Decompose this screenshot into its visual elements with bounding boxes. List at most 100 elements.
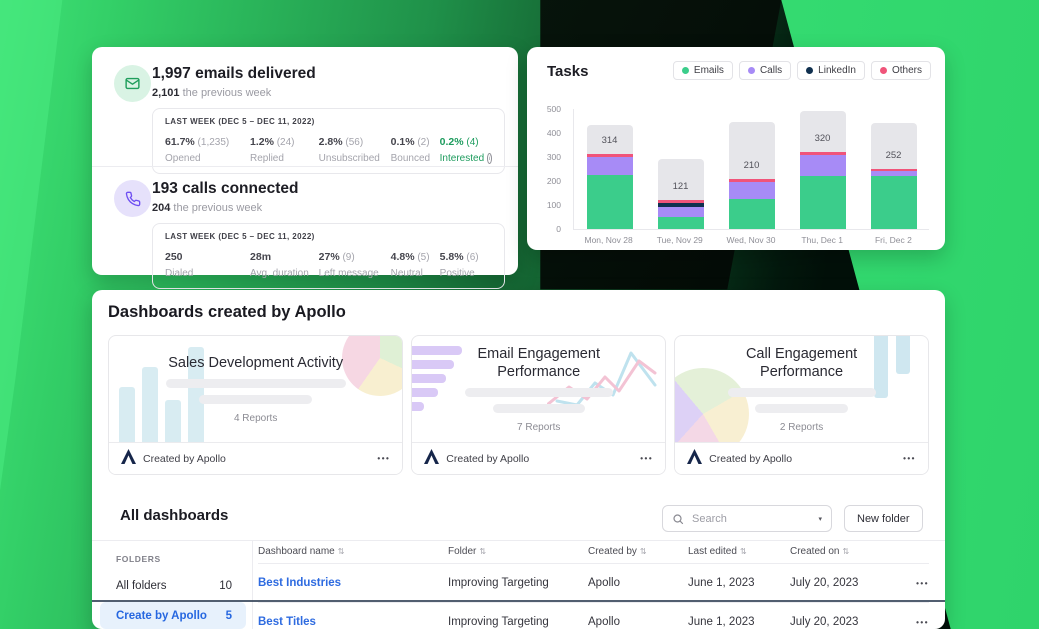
row-divider-strong: [92, 600, 945, 602]
apollo-logo-icon: [687, 448, 703, 469]
search-box[interactable]: ▾: [662, 505, 832, 532]
dashboard-card-title: Call Engagement Performance: [745, 345, 858, 380]
sidebar-divider: [252, 540, 253, 629]
bar-segment-calls[interactable]: [870, 170, 917, 176]
metric-label: Neutral: [390, 268, 423, 279]
reports-count: 7 Reports: [517, 422, 561, 434]
metric-unsubscribed: 2.8% (56) Unsubscribed: [319, 132, 391, 164]
y-tick-label: 500: [546, 104, 561, 114]
legend-dot: [747, 67, 755, 74]
column-header-dashboard-name[interactable]: Dashboard name ⇅: [258, 546, 448, 557]
bar-segment-linkedin[interactable]: [657, 202, 704, 208]
bar-total-label: 252: [885, 149, 902, 161]
metric-label: Positive: [439, 268, 475, 279]
bar-segment-others[interactable]: [586, 153, 633, 157]
column-header-created-on[interactable]: Created on ⇅: [790, 546, 902, 557]
calls-panel-header: LAST WEEK (DEC 5 – DEC 11, 2022): [165, 232, 315, 241]
column-header-last-edited[interactable]: Last edited ⇅: [688, 546, 790, 557]
bar-segment-calls[interactable]: [728, 182, 775, 200]
new-folder-button[interactable]: New folder: [844, 505, 923, 532]
metric-avg-duration: 28m Avg. duration: [250, 247, 319, 279]
search-input[interactable]: [690, 511, 813, 526]
calls-last-week-panel: LAST WEEK (DEC 5 – DEC 11, 2022) 250 Dial…: [152, 223, 505, 289]
more-options-button[interactable]: •••: [903, 454, 916, 463]
dashboard-name-link[interactable]: Best Titles: [258, 616, 316, 628]
bar-segment-calls[interactable]: [657, 207, 704, 217]
legend-item-linkedin[interactable]: LinkedIn: [797, 61, 865, 80]
metric-bounced: 0.1% (2) Bounced: [391, 132, 440, 164]
legend-item-others[interactable]: Others: [870, 61, 931, 80]
sort-icon: ⇅: [479, 547, 487, 556]
metric-interested: 0.2% (4) Interested i: [440, 132, 492, 164]
legend-label: LinkedIn: [818, 65, 856, 76]
bar-segment-others[interactable]: [870, 168, 917, 171]
dashboards-section-title: Dashboards created by Apollo: [108, 303, 346, 321]
bar-segment-emails[interactable]: [728, 199, 775, 229]
metric-sub-value: (9): [339, 252, 355, 263]
metric-value: 250: [165, 251, 183, 263]
table-body: Best Industries Improving Targeting Apollo…: [258, 563, 929, 629]
sidebar-item-all-folders[interactable]: All folders 10: [100, 572, 246, 599]
emails-last-week-panel: LAST WEEK (DEC 5 – DEC 11, 2022) 61.7% (…: [152, 108, 505, 174]
email-icon: [114, 65, 151, 102]
y-tick-label: 200: [546, 176, 561, 186]
metric-value: 61.7%: [165, 136, 195, 148]
metric-sub-value: (5): [414, 252, 430, 263]
bar-segment-others[interactable]: [728, 178, 775, 183]
bar-segment-others[interactable]: [799, 152, 846, 156]
dashboard-card-call-engagement-performance[interactable]: Call Engagement Performance 2 Reports Crea…: [674, 335, 929, 475]
legend-item-emails[interactable]: Emails: [672, 61, 733, 80]
cell-created-by: Apollo: [588, 577, 620, 589]
all-dashboards-title: All dashboards: [120, 507, 229, 524]
column-header-folder[interactable]: Folder ⇅: [448, 546, 588, 557]
bar-group-mon-nov-28: 314: [574, 109, 645, 229]
metric-replied: 1.2% (24) Replied: [250, 132, 319, 164]
bar-segment-emails[interactable]: [657, 216, 704, 229]
row-more-options-button[interactable]: •••: [916, 617, 929, 627]
calls-previous-text: the previous week: [173, 202, 263, 214]
emails-previous-week: 2,101 the previous week: [152, 87, 505, 99]
metric-value: 0.1%: [390, 136, 415, 148]
column-header-created-by[interactable]: Created by ⇅: [588, 546, 688, 557]
sort-icon: ⇅: [739, 547, 747, 556]
sidebar-item-create-by-apollo[interactable]: Create by Apollo 5: [100, 602, 246, 629]
dashboard-card-email-engagement-performance[interactable]: Email Engagement Performance 7 Reports Cre…: [411, 335, 667, 475]
metric-value: 5.8%: [439, 251, 464, 263]
dashboard-name-link[interactable]: Best Industries: [258, 577, 342, 589]
x-axis-label: Fri, Dec 2: [874, 235, 912, 245]
emails-panel-header: LAST WEEK (DEC 5 – DEC 11, 2022): [165, 117, 315, 126]
bar-segment-emails[interactable]: [799, 176, 846, 229]
metric-neutral: 4.8% (5) Neutral: [391, 247, 440, 279]
more-options-button[interactable]: •••: [640, 454, 654, 463]
bar-total-label: 314: [601, 134, 618, 146]
bar-segment-others[interactable]: [657, 200, 704, 203]
column-label: Created by: [588, 546, 637, 557]
table-row-best-titles: Best Titles Improving Targeting Apollo June…: [258, 602, 929, 629]
metric-label: Unsubscribed: [318, 153, 380, 164]
metric-label: Left message: [318, 268, 379, 279]
bar-segment-calls[interactable]: [586, 157, 633, 175]
created-by-label: Created by Apollo: [709, 452, 793, 465]
legend-item-calls[interactable]: Calls: [738, 61, 792, 80]
folder-label: Create by Apollo: [116, 609, 207, 622]
stacked-bar-chart: 314 121 210 320 252: [573, 109, 929, 230]
info-icon[interactable]: i: [487, 153, 492, 164]
y-axis: 0 100 200 300 400 500: [527, 104, 565, 234]
tasks-card: Tasks Emails Calls LinkedIn Others 0 100 200 3…: [527, 47, 945, 250]
dashboard-cards-row: Sales Development Activity 4 Reports Creat…: [108, 335, 929, 475]
pie-chart-decoration-icon: [342, 336, 403, 396]
cell-created-by: Apollo: [588, 616, 620, 628]
bar-segment-emails[interactable]: [870, 175, 917, 229]
dashboard-card-sales-development-activity[interactable]: Sales Development Activity 4 Reports Creat…: [108, 335, 404, 475]
skeleton-bar: [492, 404, 585, 414]
bar-total-label: 121: [672, 180, 689, 192]
y-tick-label: 400: [546, 128, 561, 138]
skeleton-bar: [199, 395, 312, 405]
row-more-options-button[interactable]: •••: [916, 578, 929, 588]
bar-segment-emails[interactable]: [586, 175, 633, 229]
more-options-button[interactable]: •••: [377, 454, 391, 463]
cell-last-edited: June 1, 2023: [688, 616, 755, 628]
created-by-label: Created by Apollo: [446, 452, 530, 465]
bar-segment-calls[interactable]: [799, 155, 846, 177]
chevron-down-icon[interactable]: ▾: [818, 515, 822, 523]
